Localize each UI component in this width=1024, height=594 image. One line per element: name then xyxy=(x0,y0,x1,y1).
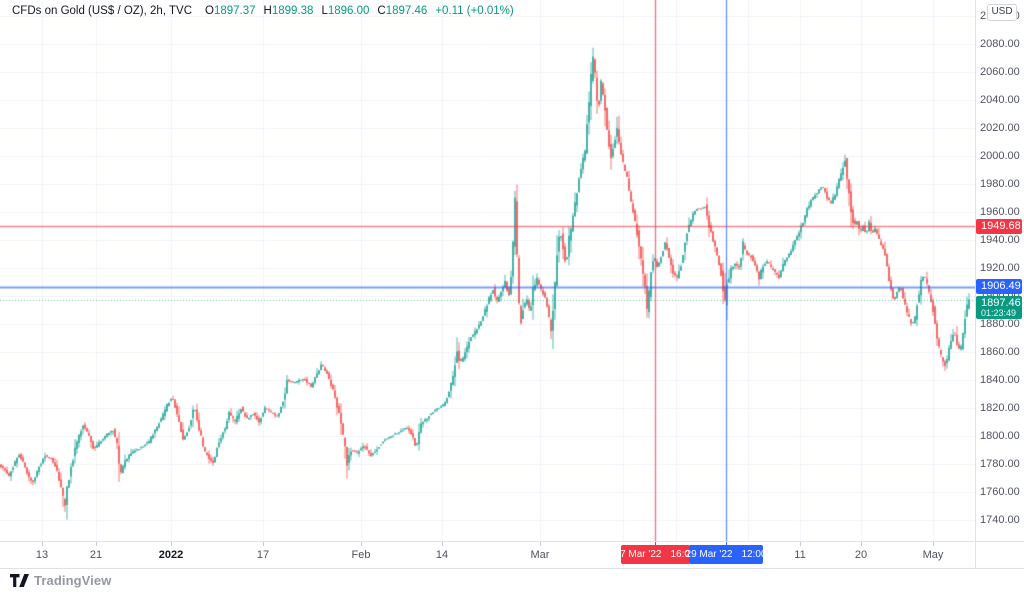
ohlc-low-label: L xyxy=(321,5,328,17)
price-tick-label: 1800.00 xyxy=(980,430,1020,442)
ohlc-low-value: 1896.00 xyxy=(327,5,370,17)
price-tick-label: 2040.00 xyxy=(980,94,1020,106)
time-tick-label: 11 xyxy=(794,549,806,561)
time-marker-tick xyxy=(655,542,656,546)
tradingview-attribution[interactable]: TradingView xyxy=(10,573,111,588)
price-line-label-red: 1949.68 xyxy=(976,218,1022,234)
time-tick-label: 20 xyxy=(854,549,868,561)
time-marker-label-blue: 29 Mar '22 12:00 xyxy=(685,545,767,564)
price-tick-label: 2060.00 xyxy=(980,66,1020,78)
price-line-label-blue: 1906.49 xyxy=(976,279,1022,295)
price-tick-label: 2020.00 xyxy=(980,122,1020,134)
time-tick-mark xyxy=(42,542,43,546)
time-marker-red-time: 16:00 xyxy=(670,549,696,560)
price-tick-label: 1880.00 xyxy=(980,318,1020,330)
price-change: +0.11 (+0.01%) xyxy=(435,5,514,17)
time-tick-label: 17 xyxy=(256,549,270,561)
ohlc-close: C1897.46 xyxy=(377,5,427,17)
brand-name: TradingView xyxy=(34,573,112,588)
time-marker-blue-date: 29 Mar '22 xyxy=(685,549,733,560)
ohlc-open: O1897.37 xyxy=(205,5,256,17)
ohlc-high-label: H xyxy=(263,5,272,17)
ohlc-close-label: C xyxy=(377,5,386,17)
time-tick-mark xyxy=(96,542,97,546)
price-tick-label: 1760.00 xyxy=(980,486,1020,498)
time-marker-red-date: 17 Mar '22 xyxy=(614,549,662,560)
ohlc-high-value: 1899.38 xyxy=(271,5,314,17)
price-tick-label: 1960.00 xyxy=(980,206,1020,218)
symbol-title[interactable]: CFDs on Gold (US$ / OZ), 2h, TVC xyxy=(12,5,193,17)
time-tick-label: 21 xyxy=(89,549,103,561)
ohlc-low: L1896.00 xyxy=(321,5,369,17)
time-tick-label: Feb xyxy=(351,549,371,561)
time-tick-mark xyxy=(263,542,264,546)
chart-legend: CFDs on Gold (US$ / OZ), 2h, TVC O1897.3… xyxy=(12,5,514,17)
time-tick-label: 14 xyxy=(435,549,449,561)
ohlc-open-value: 1897.37 xyxy=(213,5,256,17)
price-tick-label: 1920.00 xyxy=(980,262,1020,274)
time-marker-label-red: 17 Mar '22 16:00 xyxy=(615,545,695,564)
time-tick-label: May xyxy=(922,549,944,561)
price-tick-label: 2000.00 xyxy=(980,150,1020,162)
ohlc-high: H1899.38 xyxy=(264,5,314,17)
time-tick-label: 13 xyxy=(35,549,49,561)
time-tick-label: 2022 xyxy=(158,549,184,561)
bar-countdown: 01:23:49 xyxy=(981,307,1017,318)
ohlc-open-label: O xyxy=(205,5,214,17)
current-price-label: 1897.46 01:23:49 xyxy=(976,295,1022,319)
price-tick-label: 1860.00 xyxy=(980,346,1020,358)
time-tick-mark xyxy=(800,542,801,546)
price-tick-label: 2080.00 xyxy=(980,38,1020,50)
price-tick-label: 1780.00 xyxy=(980,458,1020,470)
time-tick-mark xyxy=(361,542,362,546)
time-marker-tick xyxy=(726,542,727,546)
time-axis[interactable]: 17 Mar '22 16:00 29 Mar '22 12:00 13 21 20… xyxy=(0,541,1024,569)
time-tick-mark xyxy=(442,542,443,546)
price-tick-label: 1980.00 xyxy=(980,178,1020,190)
time-tick-label: Mar xyxy=(530,549,550,561)
time-tick-mark xyxy=(540,542,541,546)
price-tick-label: 1740.00 xyxy=(980,514,1020,526)
time-tick-mark xyxy=(171,542,172,546)
candlestick-chart-pane[interactable] xyxy=(0,0,975,541)
time-tick-mark xyxy=(861,542,862,546)
currency-toggle-button[interactable]: USD xyxy=(987,4,1017,21)
price-tick-label: 1820.00 xyxy=(980,402,1020,414)
current-price-value: 1897.46 xyxy=(981,296,1021,309)
price-tick-label: 1840.00 xyxy=(980,374,1020,386)
time-tick-mark xyxy=(933,542,934,546)
price-axis[interactable]: USD 1949.68 1906.49 1897.46 01:23:49 210… xyxy=(975,0,1024,569)
time-marker-blue-time: 12:00 xyxy=(741,549,767,560)
tradingview-logo-icon xyxy=(10,574,29,587)
price-tick-label: 1940.00 xyxy=(980,234,1020,246)
ohlc-close-value: 1897.46 xyxy=(385,5,428,17)
